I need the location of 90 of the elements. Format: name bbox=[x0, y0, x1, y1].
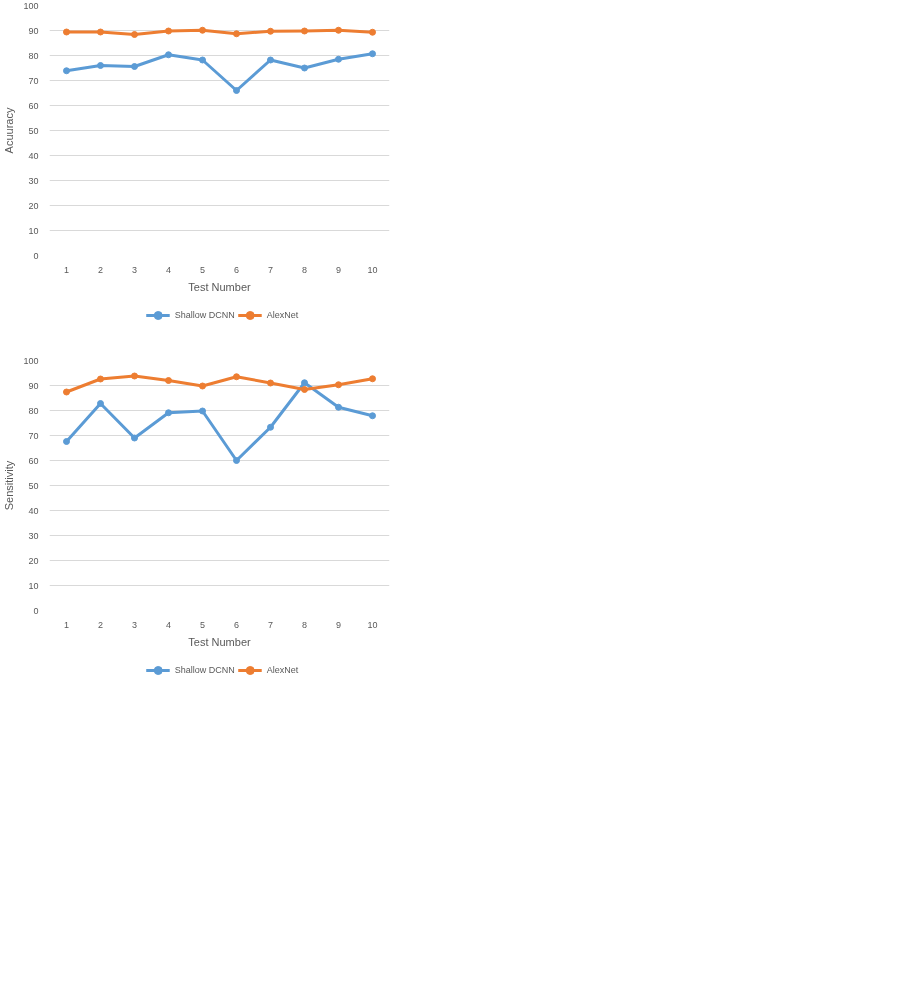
point bbox=[199, 382, 206, 390]
point bbox=[63, 67, 70, 75]
point bbox=[369, 28, 376, 36]
point bbox=[267, 423, 274, 431]
y-tick-label: 20 bbox=[28, 200, 39, 211]
x-tick-label: 4 bbox=[166, 619, 172, 630]
point bbox=[165, 409, 172, 417]
x-tick-label: 4 bbox=[166, 264, 172, 275]
x-axis-title: Test Number bbox=[188, 280, 252, 293]
point bbox=[165, 27, 172, 35]
y-tick-label: 70 bbox=[28, 75, 39, 86]
legend-label: Shallow DCNN bbox=[174, 665, 235, 675]
y-tick-label: 100 bbox=[23, 0, 39, 11]
point bbox=[369, 50, 376, 58]
x-tick-label: 2 bbox=[98, 619, 104, 630]
y-tick-label: 90 bbox=[28, 25, 39, 36]
point bbox=[301, 379, 308, 387]
x-tick-label: 5 bbox=[200, 264, 206, 275]
legend-label: Shallow DCNN bbox=[174, 310, 235, 320]
x-tick-label: 1 bbox=[64, 619, 70, 630]
y-tick-label: 70 bbox=[28, 430, 39, 441]
y-tick-label: 20 bbox=[28, 555, 39, 566]
x-tick-label: 1 bbox=[64, 264, 70, 275]
y-tick-label: 50 bbox=[28, 480, 39, 491]
point bbox=[267, 27, 274, 35]
y-tick-label: 60 bbox=[28, 100, 39, 111]
point bbox=[335, 55, 342, 63]
point bbox=[165, 51, 172, 59]
point bbox=[131, 31, 138, 38]
x-tick-label: 6 bbox=[234, 264, 240, 275]
point bbox=[335, 26, 342, 34]
point bbox=[97, 375, 104, 383]
y-tick-label: 0 bbox=[33, 250, 39, 261]
y-tick-label: 40 bbox=[28, 505, 39, 516]
point bbox=[301, 386, 308, 393]
y-tick-label: 30 bbox=[28, 175, 39, 186]
point bbox=[131, 63, 138, 70]
point bbox=[97, 62, 104, 69]
point bbox=[131, 372, 138, 380]
y-axis-title: Acuuracy bbox=[3, 107, 16, 154]
x-tick-label: 6 bbox=[234, 619, 240, 630]
x-tick-label: 2 bbox=[98, 264, 104, 275]
y-tick-label: 10 bbox=[28, 580, 39, 591]
x-tick-label: 8 bbox=[302, 619, 308, 630]
y-tick-label: 30 bbox=[28, 530, 39, 541]
point bbox=[199, 407, 206, 415]
y-tick-label: 90 bbox=[28, 380, 39, 391]
x-tick-label: 9 bbox=[336, 619, 342, 630]
point bbox=[63, 28, 70, 36]
legend-label: AlexNet bbox=[266, 665, 299, 675]
y-tick-label: 80 bbox=[28, 50, 39, 61]
y-tick-label: 100 bbox=[23, 355, 39, 366]
point bbox=[301, 64, 308, 72]
point bbox=[233, 373, 240, 381]
point bbox=[131, 434, 138, 442]
point bbox=[199, 56, 206, 64]
x-tick-label: 7 bbox=[268, 619, 274, 630]
legend-label: AlexNet bbox=[266, 310, 299, 320]
x-tick-label: 10 bbox=[367, 619, 378, 630]
point bbox=[63, 388, 70, 396]
y-axis-title: Sensitivity bbox=[3, 460, 16, 511]
y-tick-label: 0 bbox=[33, 605, 39, 616]
point bbox=[335, 381, 342, 389]
x-tick-label: 7 bbox=[268, 264, 274, 275]
point bbox=[97, 28, 104, 36]
y-tick-label: 60 bbox=[28, 455, 39, 466]
x-tick-label: 3 bbox=[132, 619, 138, 630]
point bbox=[301, 27, 308, 35]
point bbox=[233, 87, 240, 94]
point bbox=[233, 30, 240, 38]
point bbox=[267, 379, 274, 387]
y-tick-label: 80 bbox=[28, 405, 39, 416]
y-tick-label: 50 bbox=[28, 125, 39, 136]
point bbox=[233, 457, 240, 464]
point bbox=[199, 26, 206, 34]
point bbox=[369, 412, 376, 420]
point bbox=[63, 438, 70, 445]
x-axis-title: Test Number bbox=[188, 635, 252, 648]
point bbox=[335, 403, 342, 411]
x-tick-label: 5 bbox=[200, 619, 206, 630]
y-tick-label: 10 bbox=[28, 225, 39, 236]
x-tick-label: 8 bbox=[302, 264, 308, 275]
point bbox=[267, 56, 274, 64]
point bbox=[165, 377, 172, 384]
point bbox=[97, 400, 104, 407]
x-tick-label: 3 bbox=[132, 264, 138, 275]
y-tick-label: 40 bbox=[28, 150, 39, 161]
x-tick-label: 9 bbox=[336, 264, 342, 275]
x-tick-label: 10 bbox=[367, 264, 378, 275]
point bbox=[369, 375, 376, 383]
